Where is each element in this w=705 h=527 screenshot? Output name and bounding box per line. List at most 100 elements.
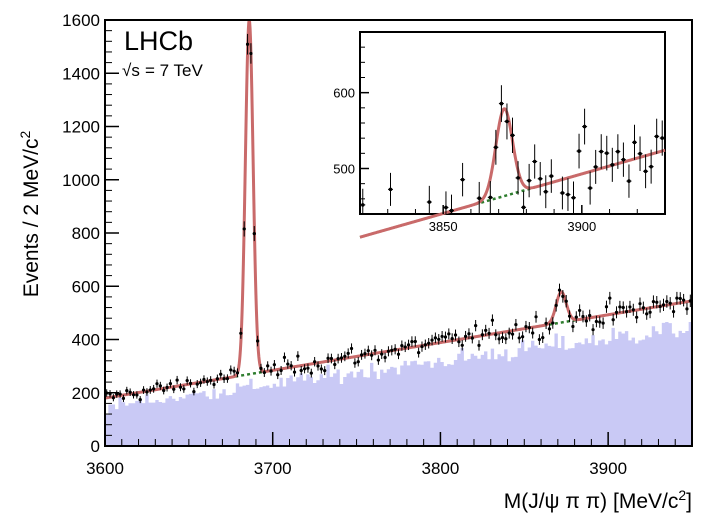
inset-y-tick-label: 500 <box>333 162 355 177</box>
y-tick-label: 1400 <box>62 64 100 83</box>
data-point-marker <box>631 308 635 312</box>
inset-data-point-marker <box>621 157 626 162</box>
data-point <box>594 315 599 328</box>
data-point <box>618 300 622 314</box>
x-tick-label: 3800 <box>422 459 460 478</box>
data-point-marker <box>591 328 595 332</box>
data-point <box>182 385 186 393</box>
data-point <box>598 316 602 328</box>
inset-data-point-marker <box>521 205 526 210</box>
data-point <box>168 379 173 388</box>
data-point <box>578 304 582 317</box>
data-point <box>363 348 367 359</box>
data-point <box>162 386 166 395</box>
data-point-marker <box>215 377 219 381</box>
data-point-marker <box>219 372 223 376</box>
data-point <box>279 365 283 375</box>
inset-data-point <box>615 134 621 169</box>
data-point <box>302 364 307 374</box>
data-point-marker <box>165 385 169 390</box>
data-point-marker <box>588 313 592 318</box>
inset-data-point <box>626 164 632 198</box>
data-point-marker <box>229 368 233 372</box>
data-point <box>178 383 183 392</box>
data-point-marker <box>470 336 474 340</box>
inset-data-point-marker <box>616 149 620 154</box>
inset-data-point-marker <box>477 196 482 201</box>
data-point-marker <box>366 349 370 353</box>
data-point <box>437 334 441 345</box>
inset-data-point <box>648 149 654 184</box>
inset-data-point-marker <box>499 101 504 106</box>
y-tick-label: 200 <box>72 384 100 403</box>
data-point <box>682 293 686 307</box>
inset-data-point-marker <box>549 174 554 178</box>
data-point <box>155 379 159 388</box>
y-axis-title-sup: 2 <box>17 131 33 139</box>
data-point-marker <box>333 362 337 367</box>
data-point-marker <box>396 352 401 356</box>
data-point <box>195 380 199 389</box>
data-point-marker <box>514 323 518 327</box>
data-point <box>671 305 676 318</box>
data-point <box>500 332 505 344</box>
data-point-marker <box>608 296 612 300</box>
data-point-marker <box>658 304 662 309</box>
inset-data-point-marker <box>560 191 565 195</box>
data-point <box>309 368 313 378</box>
data-point <box>480 329 484 341</box>
data-point-marker <box>413 339 417 344</box>
data-point <box>417 347 421 358</box>
data-point <box>152 384 156 393</box>
x-axis-title-end: ] <box>686 490 692 513</box>
data-point <box>158 381 162 390</box>
data-point <box>494 329 498 341</box>
data-point-marker <box>554 303 558 308</box>
data-point <box>121 394 126 402</box>
data-point-marker <box>661 303 666 307</box>
data-point <box>356 356 360 367</box>
inset-data-point-marker <box>532 159 537 164</box>
data-point <box>624 305 629 318</box>
data-point-marker <box>547 327 552 331</box>
inset-data-point-marker <box>610 163 615 167</box>
data-point <box>678 292 682 305</box>
data-point-marker <box>682 298 686 302</box>
data-point-marker <box>292 370 297 374</box>
data-point-marker <box>386 349 391 353</box>
data-point-marker <box>222 377 226 381</box>
inset-data-point <box>476 181 482 214</box>
data-point-marker <box>168 381 173 386</box>
data-point <box>517 332 521 344</box>
data-point <box>524 320 528 333</box>
data-point-marker <box>537 337 541 342</box>
data-point <box>125 386 129 395</box>
data-point-marker <box>406 343 411 347</box>
data-point-marker <box>272 363 276 367</box>
data-point-marker <box>121 396 126 401</box>
data-point <box>256 335 260 347</box>
data-point <box>316 361 320 371</box>
inset-data-point <box>388 172 393 206</box>
data-point <box>269 366 273 376</box>
data-point-marker <box>403 345 407 349</box>
data-point <box>192 387 196 396</box>
inset-data-point <box>654 118 660 155</box>
data-point <box>564 295 568 308</box>
inset-data-point-marker <box>654 134 659 139</box>
data-point <box>346 348 350 359</box>
data-point <box>272 360 276 370</box>
x-tick-label: 3900 <box>589 459 627 478</box>
data-point-marker <box>131 393 136 397</box>
y-tick-label: 600 <box>72 277 100 296</box>
data-point-marker <box>463 334 468 338</box>
data-point-marker <box>531 331 535 335</box>
data-point <box>534 310 538 323</box>
data-point <box>205 377 209 386</box>
data-point <box>232 366 236 376</box>
data-point-marker <box>282 355 287 359</box>
data-point <box>608 291 612 305</box>
data-point <box>403 341 407 353</box>
data-point <box>323 366 327 376</box>
inset-data-point <box>604 135 610 171</box>
